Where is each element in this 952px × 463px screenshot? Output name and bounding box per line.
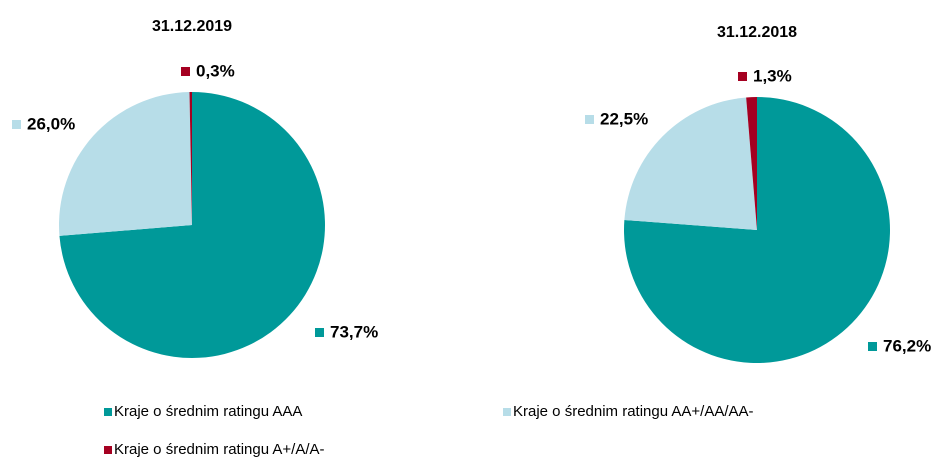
label-swatch [315, 328, 324, 337]
legend-label: Kraje o średnim ratingu AAA [114, 403, 302, 420]
chart-title: 31.12.2019 [152, 18, 232, 35]
label-swatch [181, 67, 190, 76]
data-label: 73,7% [330, 322, 378, 341]
label-swatch [738, 72, 747, 81]
data-label: 0,3% [196, 61, 235, 80]
pie-slice [59, 92, 325, 358]
label-swatch [12, 120, 21, 129]
chart-title: 31.12.2018 [717, 24, 797, 41]
pie-slice [59, 92, 192, 236]
data-label: 26,0% [27, 114, 75, 133]
legend-swatch [104, 408, 112, 416]
label-swatch [585, 115, 594, 124]
pie-slice [746, 97, 757, 230]
legend-label: Kraje o średnim ratingu A+/A/A- [114, 441, 325, 458]
pie-slice [624, 97, 757, 231]
data-label: 76,2% [883, 336, 931, 355]
pie-slice [189, 92, 192, 225]
data-label: 1,3% [753, 66, 792, 85]
data-label: 22,5% [600, 109, 648, 128]
legend-swatch [104, 446, 112, 454]
label-swatch [868, 342, 877, 351]
legend-swatch [503, 408, 511, 416]
legend-label: Kraje o średnim ratingu AA+/AA/AA- [513, 403, 754, 420]
